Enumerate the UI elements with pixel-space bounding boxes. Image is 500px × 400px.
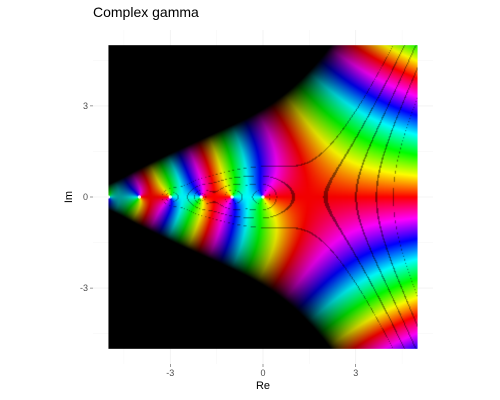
y-tick-label: 3 [83, 101, 88, 111]
x-tick-label: 0 [260, 368, 265, 378]
pole-point [261, 195, 265, 199]
x-axis-title: Re [256, 380, 270, 392]
pole-markers [106, 195, 265, 199]
y-tick-label: 0 [83, 192, 88, 202]
pole-point [230, 195, 234, 199]
x-tick-label: 3 [353, 368, 358, 378]
x-tick-label: -3 [166, 368, 174, 378]
pole-point [106, 195, 111, 199]
y-axis-title: Im [63, 191, 75, 203]
pole-point [199, 195, 203, 199]
pole-point [137, 195, 141, 199]
pole-point [168, 195, 172, 199]
y-tick-label: -3 [80, 283, 88, 293]
chart-title: Complex gamma [93, 4, 199, 20]
axis-ticks: -3 0 3 3 0 -3 [80, 101, 358, 378]
